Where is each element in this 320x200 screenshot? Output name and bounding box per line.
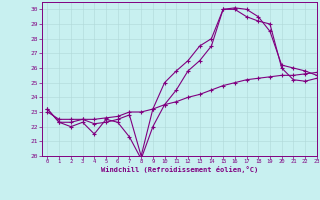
X-axis label: Windchill (Refroidissement éolien,°C): Windchill (Refroidissement éolien,°C) xyxy=(100,166,258,173)
